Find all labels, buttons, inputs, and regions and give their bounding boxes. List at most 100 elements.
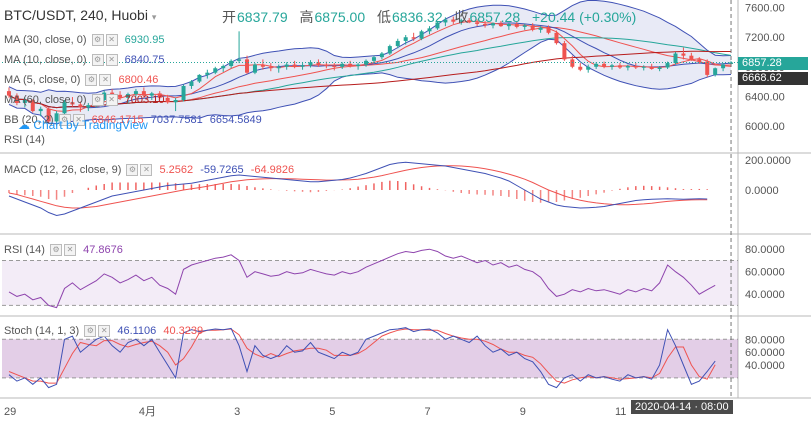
- candle-body: [641, 66, 646, 68]
- close-icon[interactable]: ✕: [72, 114, 85, 127]
- macd-axis-tick: 200.0000: [745, 155, 791, 167]
- price-axis-tick: 6400.00: [745, 91, 785, 103]
- settings-icon[interactable]: ⚙: [50, 244, 63, 257]
- close-icon[interactable]: ✕: [105, 54, 118, 67]
- stoch-axis-tick: 60.0000: [745, 347, 785, 359]
- close-icon[interactable]: ✕: [64, 244, 77, 257]
- stoch-axis-tick: 80.0000: [745, 334, 785, 346]
- stoch-label: Stoch (14, 1, 3): [4, 325, 80, 337]
- close-icon[interactable]: ✕: [140, 164, 153, 177]
- ohlc-readout: 开6837.79 高6875.00 低6836.32 收6857.28 +20.…: [222, 7, 644, 27]
- candle-body: [70, 102, 75, 105]
- stoch-k-line: [8, 327, 716, 389]
- macd-label: MACD (12, 26, close, 9): [4, 164, 122, 176]
- rsi-value: 47.8676: [83, 244, 123, 256]
- symbol-label: BTC/USDT, 240, Huobi: [4, 7, 148, 23]
- candle-body: [633, 66, 638, 68]
- candle-body: [252, 64, 257, 73]
- candle-body: [689, 55, 694, 60]
- candle-body: [340, 63, 345, 67]
- legend-ma60[interactable]: MA (60, close, 0) ⚙ ✕ 7003.10: [4, 94, 164, 107]
- time-axis-tick: 29: [4, 406, 16, 418]
- legend-ma10[interactable]: MA (10, close, 0) ⚙ ✕ 6840.75: [4, 54, 164, 67]
- settings-icon[interactable]: ⚙: [91, 54, 104, 67]
- legend-macd[interactable]: MACD (12, 26, close, 9) ⚙ ✕ 5.2562 -59.72…: [4, 164, 294, 177]
- candle-body: [348, 63, 353, 67]
- candle-body: [356, 64, 361, 67]
- change-value: +20.44 (+0.30%): [532, 9, 637, 25]
- candle-body: [78, 104, 83, 108]
- candle-body: [562, 43, 567, 60]
- candle-body: [443, 19, 448, 23]
- candle-body: [213, 68, 218, 73]
- bb-label: BB (20, 2): [4, 114, 54, 126]
- candle-body: [459, 20, 464, 22]
- candle-body: [514, 23, 519, 27]
- candle-body: [268, 66, 273, 69]
- settings-icon[interactable]: ⚙: [91, 94, 104, 107]
- candle-body: [721, 64, 726, 69]
- tradingview-watermark[interactable]: ☁ Chart by TradingView: [18, 118, 148, 132]
- rsi-line: [8, 248, 716, 309]
- settings-icon[interactable]: ⚙: [91, 34, 104, 47]
- close-icon[interactable]: ✕: [105, 34, 118, 47]
- close-icon[interactable]: ✕: [99, 74, 112, 87]
- legend-ma30[interactable]: MA (30, close, 0) ⚙ ✕ 6930.95: [4, 34, 164, 47]
- macd-line: [8, 161, 708, 217]
- tradingview-logo-icon: ☁: [18, 118, 30, 132]
- candle-body: [506, 23, 511, 27]
- candle-body: [697, 59, 702, 62]
- candle-body: [205, 72, 210, 75]
- legend-ma5[interactable]: MA (5, close, 0) ⚙ ✕ 6800.46: [4, 74, 158, 87]
- legend-rsi-collapsed[interactable]: RSI (14): [4, 134, 45, 146]
- settings-icon[interactable]: ⚙: [58, 114, 71, 127]
- candle-body: [602, 63, 607, 67]
- candle-body: [578, 66, 583, 70]
- settings-icon[interactable]: ⚙: [84, 325, 97, 338]
- stoch-band: [2, 339, 738, 378]
- legend-rsi[interactable]: RSI (14) ⚙ ✕ 47.8676: [4, 244, 123, 257]
- candle-body: [379, 53, 384, 58]
- time-axis-tick: 7: [425, 406, 431, 418]
- time-axis-tick: 11: [615, 406, 626, 418]
- rsi-axis-tick: 40.0000: [745, 289, 785, 301]
- candle-body: [610, 65, 615, 67]
- candle-body: [586, 66, 591, 70]
- candle-body: [46, 108, 51, 122]
- ma60-label: MA (60, close, 0): [4, 94, 87, 106]
- candle-body: [22, 100, 27, 103]
- candle-body: [292, 64, 297, 67]
- stoch-d-value: 40.3239: [163, 325, 204, 337]
- settings-icon[interactable]: ⚙: [126, 164, 139, 177]
- low-value: 6836.32: [392, 9, 443, 25]
- rsi-collapsed-label: RSI (14): [4, 134, 45, 146]
- candle-body: [102, 92, 107, 100]
- candle-body: [649, 66, 654, 69]
- candle-body: [62, 102, 67, 114]
- candle-body: [324, 64, 329, 67]
- legend-stoch[interactable]: Stoch (14, 1, 3) ⚙ ✕ 46.1106 40.3239: [4, 325, 204, 338]
- candle-body: [522, 25, 527, 27]
- price-axis-tick: 7600.00: [745, 3, 785, 15]
- close-icon[interactable]: ✕: [98, 325, 111, 338]
- close-icon[interactable]: ✕: [105, 94, 118, 107]
- settings-icon[interactable]: ⚙: [85, 74, 98, 87]
- candle-body: [435, 22, 440, 29]
- candle-body: [276, 66, 281, 69]
- candle-body: [419, 31, 424, 39]
- legend-bb[interactable]: BB (20, 2) ⚙ ✕ 6846.1715 7037.7581 6654.5…: [4, 114, 262, 127]
- macd-value: -59.7265: [200, 164, 244, 176]
- candle-body: [38, 108, 43, 112]
- candle-body: [705, 61, 710, 75]
- chevron-down-icon[interactable]: ▾: [151, 12, 157, 22]
- candle-body: [371, 57, 376, 61]
- candle-body: [673, 53, 678, 64]
- time-axis-tick: 3: [234, 406, 240, 418]
- symbol-title[interactable]: BTC/USDT, 240, Huobi ▾: [4, 7, 156, 23]
- candle-body: [189, 81, 194, 86]
- candle-body: [165, 97, 170, 103]
- candle-body: [308, 62, 313, 66]
- stoch-axis-tick: 40.0000: [745, 360, 785, 372]
